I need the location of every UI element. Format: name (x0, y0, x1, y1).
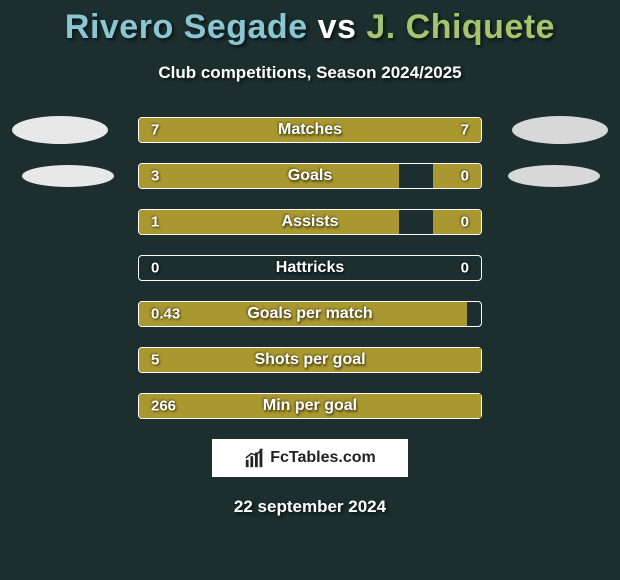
stat-row: 0 0 Hattricks (0, 255, 620, 281)
vs-separator: vs (318, 8, 357, 46)
branding-box: FcTables.com (212, 439, 408, 477)
stat-fill-right (433, 164, 481, 188)
stat-bar: 0 0 Hattricks (138, 255, 482, 281)
stat-label: Min per goal (263, 397, 357, 415)
stat-fill-left (139, 210, 399, 234)
stat-value-left: 3 (151, 168, 159, 185)
stat-bar: 3 0 Goals (138, 163, 482, 189)
stat-value-right: 7 (461, 122, 469, 139)
stat-bar: 0.43 Goals per match (138, 301, 482, 327)
stat-row: 1 0 Assists (0, 209, 620, 235)
player1-photo-placeholder (22, 165, 114, 187)
stat-value-right: 0 (461, 214, 469, 231)
date-stamp: 22 september 2024 (0, 497, 620, 517)
stat-value-right: 0 (461, 168, 469, 185)
player1-photo-placeholder (12, 116, 108, 144)
stat-label: Assists (282, 213, 339, 231)
stat-bar: 7 7 Matches (138, 117, 482, 143)
player2-photo-placeholder (508, 165, 600, 187)
stat-value-left: 0 (151, 260, 159, 277)
stat-value-right: 0 (461, 260, 469, 277)
stat-row: 7 7 Matches (0, 117, 620, 143)
stat-label: Matches (278, 121, 342, 139)
stat-label: Hattricks (276, 259, 344, 277)
stat-label: Shots per goal (254, 351, 365, 369)
stat-bar: 1 0 Assists (138, 209, 482, 235)
stat-value-left: 0.43 (151, 306, 180, 323)
stat-row: 0.43 Goals per match (0, 301, 620, 327)
stat-row: 5 Shots per goal (0, 347, 620, 373)
stat-row: 3 0 Goals (0, 163, 620, 189)
branding-text: FcTables.com (270, 449, 376, 467)
subtitle: Club competitions, Season 2024/2025 (0, 63, 620, 83)
player2-photo-placeholder (512, 116, 608, 144)
stat-fill-left (139, 164, 399, 188)
comparison-title: Rivero Segade vs J. Chiquete (0, 0, 620, 47)
stat-label: Goals per match (247, 305, 372, 323)
stat-value-left: 7 (151, 122, 159, 139)
stat-label: Goals (288, 167, 332, 185)
stat-value-left: 1 (151, 214, 159, 231)
chart-icon (244, 447, 266, 469)
stat-value-left: 266 (151, 398, 176, 415)
stat-bar: 266 Min per goal (138, 393, 482, 419)
stat-row: 266 Min per goal (0, 393, 620, 419)
stat-value-left: 5 (151, 352, 159, 369)
player2-name: J. Chiquete (366, 8, 555, 46)
stat-fill-right (433, 210, 481, 234)
stat-bar: 5 Shots per goal (138, 347, 482, 373)
player1-name: Rivero Segade (65, 8, 308, 46)
stats-chart: 7 7 Matches 3 0 Goals 1 0 Assists 0 0 Hattricks 0.43… (0, 117, 620, 419)
